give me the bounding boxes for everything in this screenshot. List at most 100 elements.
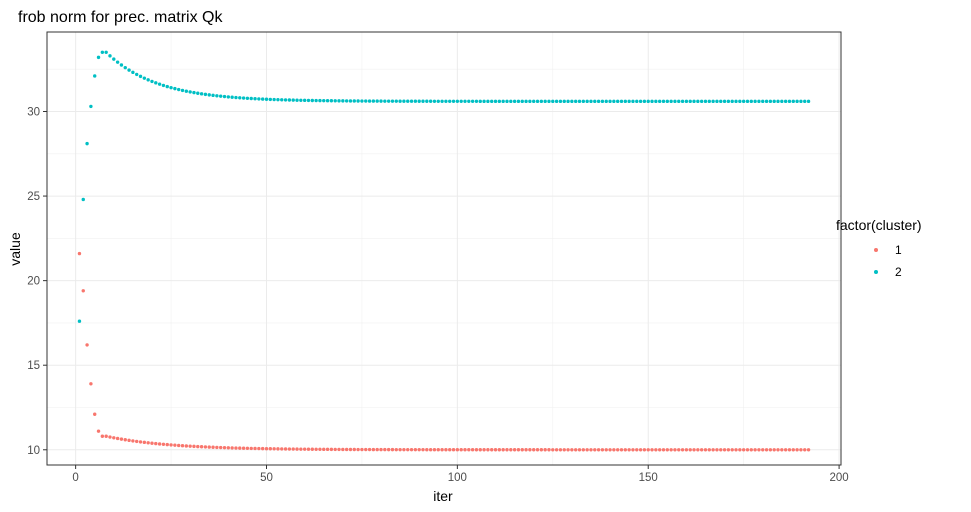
legend-title: factor(cluster) [836,217,922,233]
data-point [600,99,605,104]
data-point [490,99,494,104]
data-point [715,448,719,452]
data-point [341,99,345,103]
data-point [543,448,547,452]
data-point [772,448,776,452]
data-point [264,446,269,451]
data-point [348,99,353,103]
data-point [478,99,482,104]
data-point [375,99,379,103]
data-point [299,447,303,451]
data-point [180,88,185,93]
data-point [577,99,582,104]
data-point [188,90,192,94]
series-2 [77,50,811,323]
data-point [608,448,612,452]
data-point [108,435,112,439]
data-point [654,99,658,104]
data-point [146,441,150,445]
data-point [528,448,532,452]
data-point [77,319,82,323]
data-point [459,448,463,452]
data-point [241,446,246,450]
data-point [806,99,811,104]
data-point [257,97,261,101]
data-point [371,447,376,452]
data-point [551,99,555,104]
data-point [188,444,192,448]
data-point [104,50,108,54]
data-point [322,98,326,103]
data-point [638,448,643,452]
data-point [352,99,356,103]
data-point [325,99,330,103]
data-point [241,96,246,100]
data-point [131,439,135,443]
data-point [520,99,524,104]
data-point [665,448,670,452]
data-point [528,99,532,104]
data-point [138,74,143,79]
data-point [245,446,250,451]
data-point [337,99,341,103]
data-point [314,447,318,451]
data-point [581,99,586,104]
data-point [642,99,647,104]
data-point [406,99,410,103]
data-point [402,99,406,103]
data-point [314,98,318,103]
data-point [726,448,731,452]
data-point [318,98,322,103]
data-point [425,447,429,452]
plot-panel [47,32,841,465]
data-point [780,448,784,452]
data-point [207,445,211,449]
data-point [344,447,349,452]
data-point [600,448,605,452]
legend: factor(cluster) 1 2 [836,217,922,279]
data-point [199,92,204,96]
data-point [623,448,628,452]
data-point [222,445,227,450]
data-point [402,447,406,452]
data-point [505,99,509,104]
data-point [211,445,215,449]
data-point [482,448,486,452]
x-tick-label: 0 [72,472,78,484]
data-point [138,440,143,444]
data-point [596,448,601,452]
data-point [768,448,773,452]
data-point [383,447,387,452]
data-point [627,99,631,104]
data-point [474,448,479,452]
data-point [104,434,108,438]
data-point [272,447,276,451]
data-point [329,99,334,103]
data-point [260,446,265,451]
data-point [642,448,647,452]
data-point [688,448,692,452]
data-point [165,84,169,89]
data-point [699,99,704,104]
data-point [85,141,89,146]
data-point [448,99,452,103]
data-point [325,447,330,452]
data-point [211,93,215,98]
data-point [730,99,734,104]
data-point [306,98,311,103]
data-point [257,446,261,451]
data-point [150,441,154,445]
data-point [711,448,715,452]
data-point [619,99,624,104]
data-point [585,99,589,104]
data-point [764,99,769,104]
data-point [299,98,303,102]
data-point [608,99,612,104]
data-point [684,99,689,104]
data-point [226,95,231,99]
data-point [707,99,711,104]
data-point [589,99,593,104]
data-point [390,447,395,452]
data-point [85,343,89,347]
